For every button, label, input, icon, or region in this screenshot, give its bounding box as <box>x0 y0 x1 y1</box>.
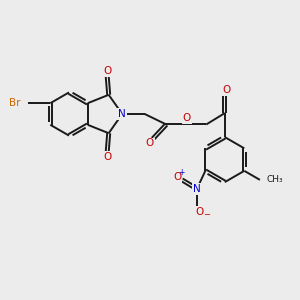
Text: O: O <box>183 113 191 124</box>
Text: CH₃: CH₃ <box>266 175 283 184</box>
Text: N: N <box>193 184 201 194</box>
Text: O: O <box>222 85 230 95</box>
Text: O: O <box>103 152 111 162</box>
Text: O: O <box>196 207 204 217</box>
Text: −: − <box>203 210 210 219</box>
Text: O: O <box>146 138 154 148</box>
Text: O: O <box>173 172 181 182</box>
Text: O: O <box>103 66 111 76</box>
Text: +: + <box>178 168 184 177</box>
Text: Br: Br <box>9 98 20 108</box>
Text: N: N <box>118 109 126 119</box>
